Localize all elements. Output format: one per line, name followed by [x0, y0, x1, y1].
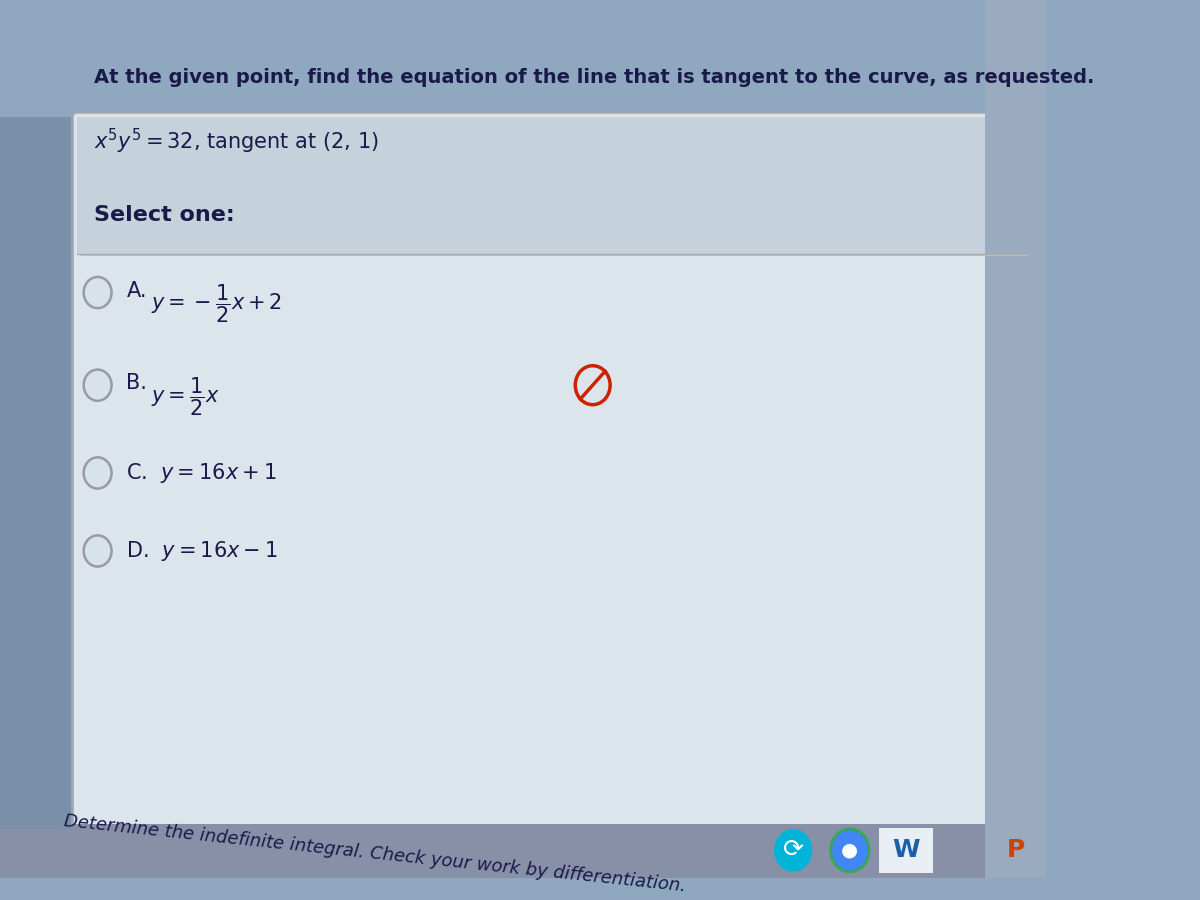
Bar — [0, 824, 1046, 877]
Text: $y = \dfrac{1}{2}x$: $y = \dfrac{1}{2}x$ — [151, 375, 220, 418]
Text: W: W — [893, 838, 920, 862]
Circle shape — [84, 457, 112, 489]
Circle shape — [830, 829, 869, 872]
Bar — [985, 0, 1046, 878]
Bar — [0, 117, 72, 829]
FancyBboxPatch shape — [880, 828, 934, 873]
Text: B.: B. — [126, 374, 148, 393]
Text: C.  $y = 16x + 1$: C. $y = 16x + 1$ — [126, 461, 277, 485]
Text: ⟳: ⟳ — [782, 838, 804, 862]
Text: P: P — [1007, 838, 1025, 862]
Text: $y = -\dfrac{1}{2}x + 2$: $y = -\dfrac{1}{2}x + 2$ — [151, 283, 282, 325]
Text: ●: ● — [841, 841, 858, 859]
Text: Determine the indefinite integral. Check your work by differentiation.: Determine the indefinite integral. Check… — [62, 812, 686, 895]
Text: A.: A. — [126, 281, 146, 301]
Circle shape — [774, 829, 812, 872]
Circle shape — [84, 536, 112, 567]
Text: At the given point, find the equation of the line that is tangent to the curve, : At the given point, find the equation of… — [94, 68, 1094, 87]
Text: $x^5y^5 = 32$, tangent at (2, 1): $x^5y^5 = 32$, tangent at (2, 1) — [94, 127, 379, 156]
Text: D.  $y = 16x - 1$: D. $y = 16x - 1$ — [126, 539, 278, 563]
FancyBboxPatch shape — [73, 113, 1034, 832]
Bar — [0, 824, 1046, 877]
Circle shape — [84, 370, 112, 400]
Bar — [77, 117, 1031, 254]
Text: Select one:: Select one: — [94, 204, 235, 224]
Circle shape — [84, 277, 112, 308]
